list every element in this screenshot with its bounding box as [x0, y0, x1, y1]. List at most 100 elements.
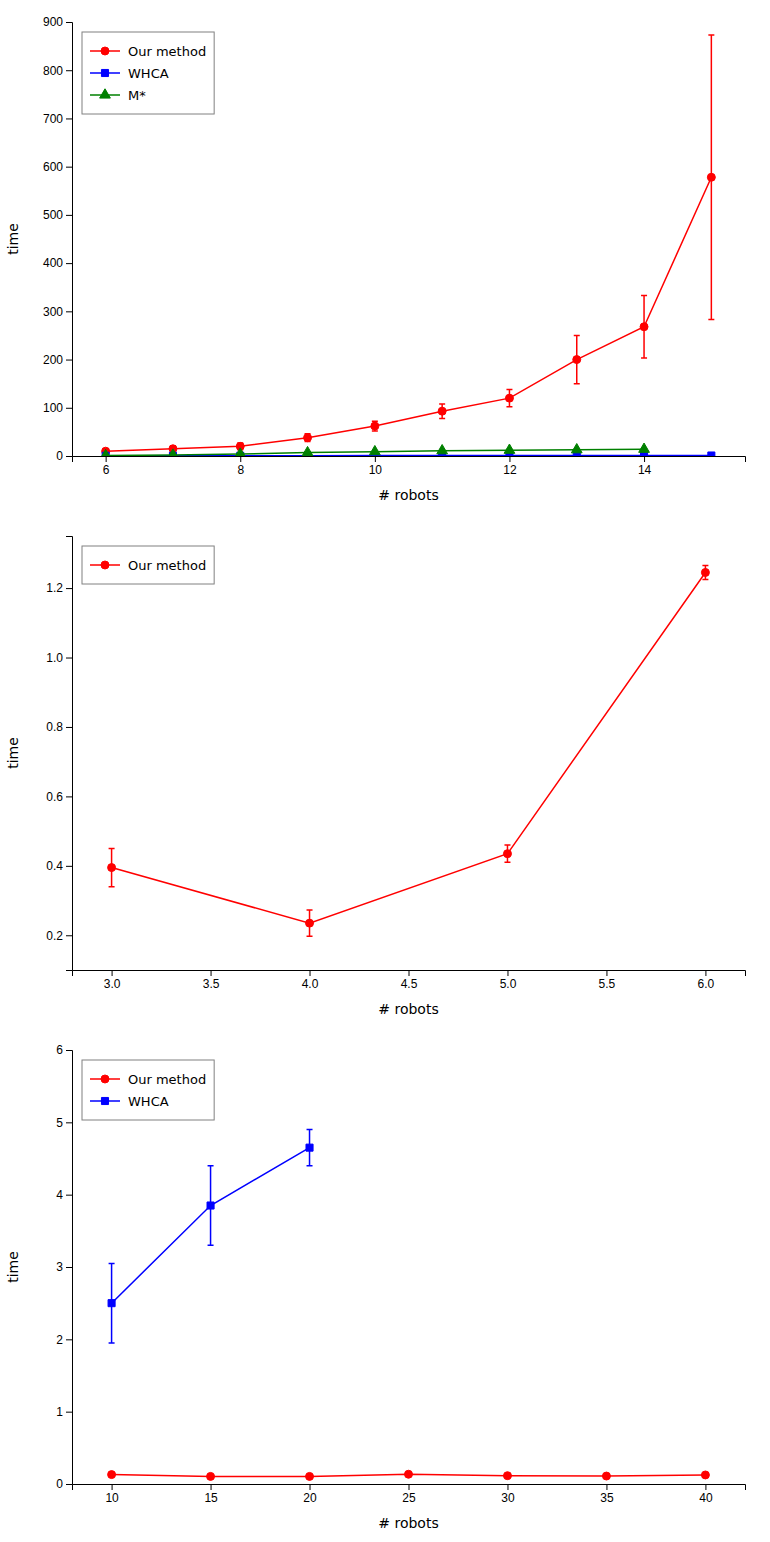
tick: 500 [43, 208, 72, 222]
marker [304, 434, 312, 442]
tick-mark [310, 1484, 311, 1490]
tick: 6.0 [698, 970, 715, 991]
tick: 6 [56, 1043, 72, 1057]
x-axis: 10 15 20 25 30 35 40 [73, 1484, 746, 1505]
tick-mark [66, 658, 72, 659]
marker [168, 449, 179, 456]
tick: 14 [638, 456, 652, 477]
tick-label: 14 [638, 463, 652, 477]
tick: 1.2 [46, 581, 72, 595]
tick-label: 6.0 [698, 977, 715, 991]
tick-mark [66, 22, 72, 23]
tick-label: 0 [56, 1477, 63, 1491]
tick-label: 0.4 [46, 859, 63, 873]
tick: 3.0 [104, 970, 121, 991]
tick: 800 [43, 64, 72, 78]
y-axis-line [66, 537, 73, 971]
marker [602, 1472, 610, 1480]
tick-mark [66, 456, 72, 457]
marker [100, 449, 111, 456]
tick-label: 4.0 [302, 977, 319, 991]
marker [573, 356, 581, 364]
marker [503, 1472, 511, 1480]
tick-label: 20 [303, 1491, 317, 1505]
legend-label: M* [128, 88, 146, 103]
marker [640, 323, 648, 331]
tick-label: 30 [501, 1491, 515, 1505]
tick-label: 5.5 [599, 977, 616, 991]
legend-marker [101, 47, 109, 55]
tick: 0 [56, 1477, 72, 1491]
marker [369, 445, 380, 454]
tick-mark [509, 456, 510, 462]
tick-label: 4 [56, 1188, 63, 1202]
tick: 20 [303, 1484, 317, 1505]
legend-box [82, 32, 214, 114]
tick: 1 [56, 1405, 72, 1419]
legend: Our methodWHCA [82, 1060, 214, 1120]
marker [108, 1471, 116, 1479]
error-bar [109, 848, 115, 886]
tick: 5 [56, 1116, 72, 1130]
error-bar [504, 845, 510, 862]
tick-mark [507, 1484, 508, 1490]
tick: 35 [600, 1484, 614, 1505]
y-axis: 0123456 [56, 1043, 72, 1491]
tick: 600 [43, 160, 72, 174]
tick-mark [705, 970, 706, 976]
legend-marker [101, 1097, 108, 1104]
tick: 4 [56, 1188, 72, 1202]
tick-mark [705, 1484, 706, 1490]
tick-mark [66, 360, 72, 361]
marker [306, 1472, 314, 1480]
tick-label: 3.5 [203, 977, 220, 991]
tick-mark [507, 970, 508, 976]
marker [306, 1144, 313, 1151]
tick-label: 40 [699, 1491, 713, 1505]
tick-mark [66, 118, 72, 119]
tick-mark [66, 215, 72, 216]
tick-label: 25 [402, 1491, 416, 1505]
legend-box [82, 546, 214, 584]
tick-label: 1.0 [46, 651, 63, 665]
y-axis-title: time [5, 223, 21, 255]
tick-mark [66, 866, 72, 867]
tick: 10 [105, 1484, 119, 1505]
legend: Our method [82, 546, 214, 584]
tick-label: 900 [43, 15, 63, 29]
tick-label: 0.6 [46, 790, 63, 804]
error-bar [641, 295, 647, 358]
error-bar [708, 35, 714, 320]
tick-label: 700 [43, 112, 63, 126]
tick: 900 [43, 15, 72, 29]
tick-mark [66, 727, 72, 728]
y-axis-title: time [5, 737, 21, 769]
series [108, 1470, 710, 1480]
tick: 15 [204, 1484, 218, 1505]
tick: 40 [699, 1484, 713, 1505]
error-bar [305, 434, 311, 442]
tick-label: 100 [43, 401, 63, 415]
legend-marker [101, 561, 109, 569]
marker [503, 850, 511, 858]
tick: 0.4 [46, 859, 72, 873]
marker [405, 1470, 413, 1478]
tick-mark [211, 1484, 212, 1490]
tick-label: 15 [204, 1491, 218, 1505]
tick-mark [66, 167, 72, 168]
tick-label: 500 [43, 208, 63, 222]
tick-mark [66, 1267, 72, 1268]
tick-label: 2 [56, 1333, 63, 1347]
tick: 30 [501, 1484, 515, 1505]
plot-area [108, 1130, 710, 1481]
tick: 8 [237, 456, 244, 477]
error-bar [307, 1130, 313, 1166]
marker [438, 407, 446, 415]
tick: 700 [43, 112, 72, 126]
tick: 5.0 [500, 970, 517, 991]
tick-mark [66, 935, 72, 936]
y-axis: 0100200300400500600700800900 [43, 15, 73, 463]
tick: 12 [503, 456, 517, 477]
tick: 0.2 [46, 929, 72, 943]
tick-mark [112, 970, 113, 976]
